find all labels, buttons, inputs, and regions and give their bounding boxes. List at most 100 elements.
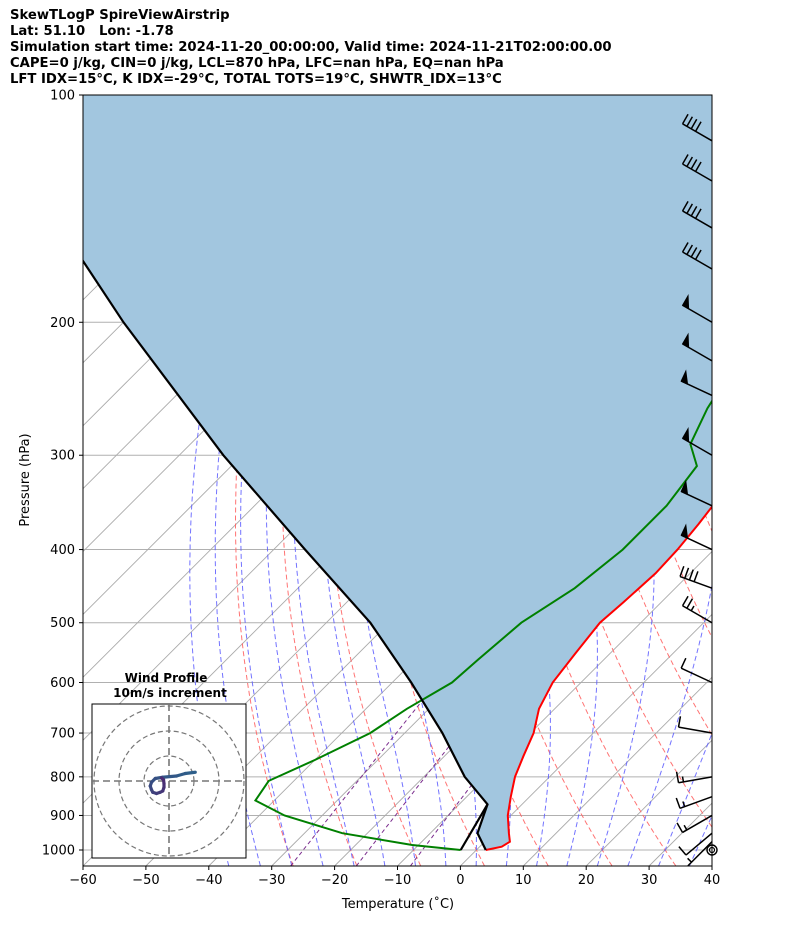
- barb-flag: [690, 118, 698, 130]
- dry-adiabat: [762, 95, 794, 866]
- wind-barb: [681, 154, 713, 182]
- indices-line-2: LFT IDX=15°C, K IDX=-29°C, TOTAL TOTS=19…: [10, 72, 502, 87]
- wind-barb: [681, 332, 713, 362]
- barb-staff: [682, 210, 713, 229]
- barb-staff: [682, 814, 713, 834]
- barb-half-flag: [690, 605, 695, 612]
- wind-barb: [679, 565, 713, 589]
- barb-pennant: [680, 369, 689, 385]
- chart-header: SkewTLogP SpireViewAirstrip Lat: 51.10 L…: [10, 8, 612, 88]
- dry-adiabat: [729, 95, 794, 866]
- y-tick-label: 700: [50, 727, 75, 742]
- barb-flag: [688, 569, 694, 581]
- wind-barb: [680, 479, 713, 507]
- barb-flag: [681, 242, 689, 253]
- y-tick-label: 200: [50, 316, 75, 331]
- location-line: Lat: 51.10 Lon: -1.78: [10, 24, 174, 39]
- wind-barb: [675, 771, 713, 784]
- barb-flag: [686, 244, 694, 255]
- barb-flag: [694, 208, 702, 219]
- hodograph-title: Wind Profile: [125, 671, 208, 685]
- x-tick-label: −40: [195, 873, 222, 888]
- moist-adiabat: [720, 95, 794, 866]
- barb-staff: [685, 832, 713, 856]
- mixing-ratio-line: [290, 682, 438, 866]
- barb-staff: [682, 123, 713, 142]
- barb-flag: [686, 203, 694, 214]
- times-line: Simulation start time: 2024-11-20_00:00:…: [10, 40, 612, 55]
- hodograph-plot: [92, 704, 246, 858]
- barb-flag: [680, 657, 687, 669]
- y-tick-label: 600: [50, 676, 75, 691]
- isotherm-line: [522, 676, 712, 866]
- barb-flag: [676, 822, 684, 833]
- x-tick-label: 0: [456, 873, 464, 888]
- wind-barb: [680, 657, 713, 684]
- wind-barb: [677, 716, 713, 734]
- moist-adiabat: [189, 95, 279, 866]
- wind-barb: [680, 369, 713, 397]
- barb-half-flag: [681, 776, 685, 783]
- x-tick-label: 20: [578, 873, 595, 888]
- barb-flag: [686, 156, 694, 167]
- x-tick-label: −10: [384, 873, 411, 888]
- barb-pennant: [680, 479, 689, 496]
- temperature-line: [485, 505, 712, 851]
- wind-barb: [676, 814, 713, 834]
- barb-flag: [675, 797, 681, 809]
- indices-line-1: CAPE=0 j/kg, CIN=0 j/kg, LCL=870 hPa, LF…: [10, 56, 504, 71]
- hodograph-segment: [159, 776, 166, 782]
- wind-barb: [681, 595, 713, 624]
- x-tick-label: 30: [641, 873, 658, 888]
- wind-barbs: [675, 113, 718, 867]
- barb-flag: [677, 716, 682, 728]
- x-tick-label: −20: [321, 873, 348, 888]
- axes: −60 −50 −40 −30 −20 −10 0 10 20 30 40 100 200 300 400 5…: [42, 89, 720, 889]
- isotherm-line: [460, 613, 712, 866]
- dry-adiabat: [281, 95, 358, 866]
- barb-half-flag: [687, 857, 693, 863]
- moist-adiabat: [783, 95, 794, 866]
- moist-adiabat: [752, 95, 794, 866]
- barb-flag: [693, 571, 699, 582]
- dewpoint-line: [253, 399, 712, 851]
- wind-barb: [687, 841, 713, 867]
- barb-half-flag: [682, 801, 686, 807]
- barb-staff: [678, 726, 713, 734]
- y-tick-label: 1000: [42, 844, 75, 859]
- wind-barb: [680, 523, 713, 551]
- cape-cin-shading: [83, 95, 712, 850]
- barb-staff: [680, 667, 713, 684]
- x-tick-label: −60: [69, 873, 96, 888]
- cin-shading: [83, 95, 712, 850]
- wind-barb: [681, 294, 713, 323]
- barb-pennant: [681, 294, 690, 310]
- hodograph-inset: Wind Profile 10m/s increment: [91, 671, 247, 859]
- y-tick-label: 400: [50, 543, 75, 558]
- hodograph-segment: [183, 770, 197, 776]
- y-axis-label: Pressure (hPa): [18, 433, 33, 526]
- y-tick-label: 800: [50, 770, 75, 785]
- barb-half-flag: [683, 824, 688, 831]
- mixing-ratio-line: [409, 682, 551, 866]
- x-tick-label: 10: [515, 873, 532, 888]
- barb-flag: [690, 247, 698, 258]
- barb-flag: [694, 161, 702, 172]
- y-tick-label: 900: [50, 809, 75, 824]
- barb-flag: [686, 116, 694, 127]
- barb-flag: [681, 113, 689, 125]
- parcel-line: [83, 258, 489, 851]
- x-tick-label: −30: [258, 873, 285, 888]
- barb-flag: [690, 206, 698, 217]
- moist-adiabat: [627, 95, 712, 866]
- y-tick-label: 500: [50, 616, 75, 631]
- wind-barb: [675, 796, 713, 810]
- hodograph-subtitle: 10m/s increment: [113, 686, 227, 700]
- barb-flag: [678, 846, 687, 856]
- barb-flag: [679, 565, 685, 577]
- barb-flag: [681, 595, 689, 607]
- barb-staff: [682, 163, 713, 182]
- wind-barb: [681, 426, 713, 456]
- barb-flag: [681, 201, 689, 212]
